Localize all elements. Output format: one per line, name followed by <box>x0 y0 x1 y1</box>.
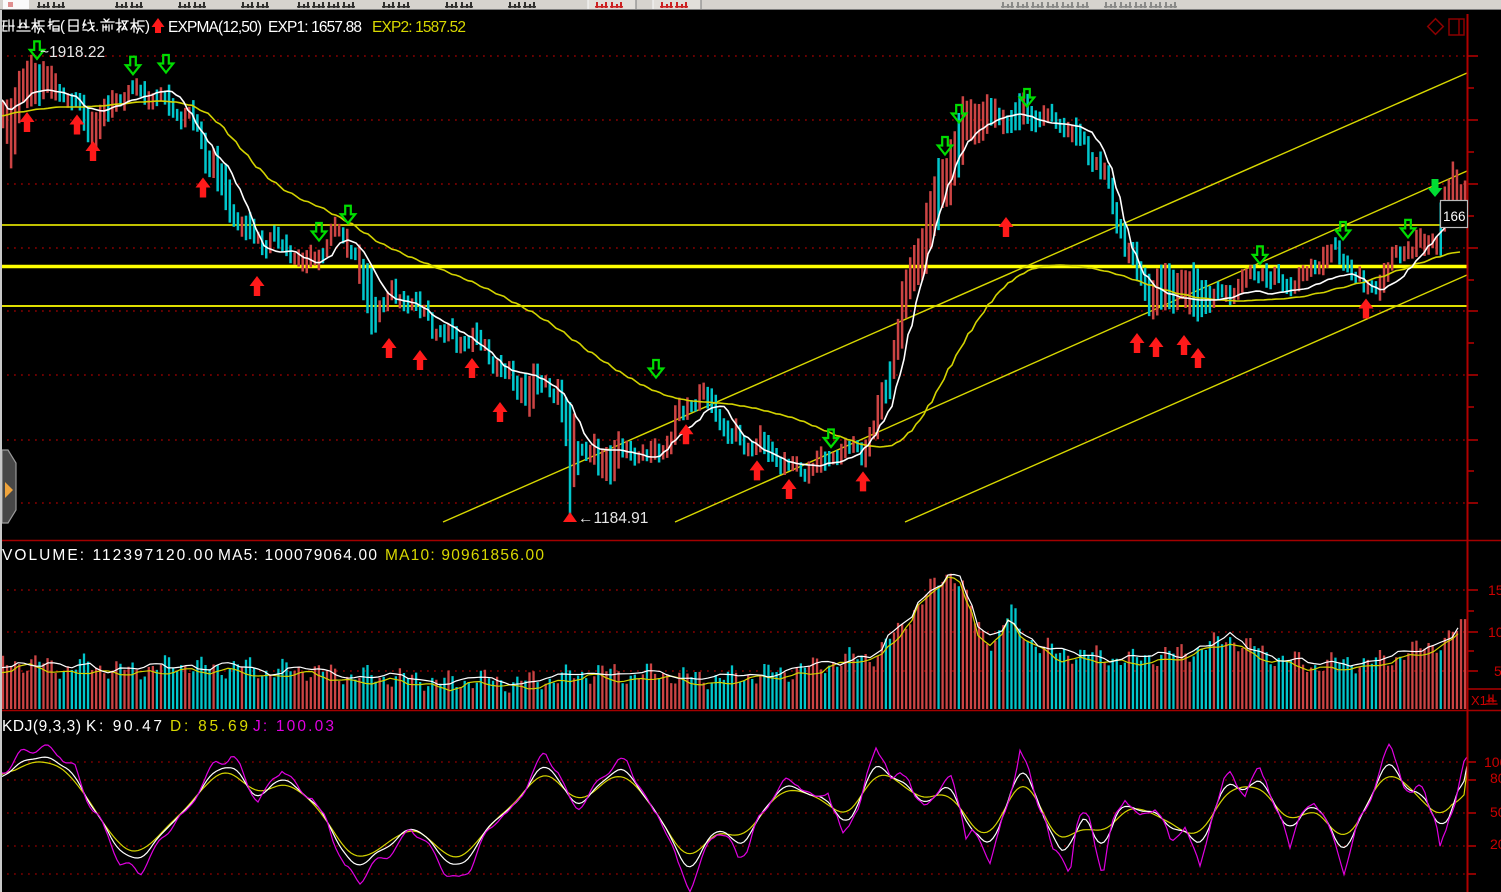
svg-text:KDJ(9,3,3): KDJ(9,3,3) <box>2 718 81 735</box>
svg-text:50: 50 <box>1490 804 1501 820</box>
svg-text:EXPMA(12,50): EXPMA(12,50) <box>168 19 262 36</box>
svg-text:80: 80 <box>1490 770 1501 786</box>
svg-text:J: 100.03: J: 100.03 <box>253 718 334 735</box>
svg-text:VOLUME: 112397120.00: VOLUME: 112397120.00 <box>2 547 213 564</box>
svg-text:EXP1: 1657.88: EXP1: 1657.88 <box>268 19 362 36</box>
svg-text:MA10: 90961856.00: MA10: 90961856.00 <box>385 547 544 564</box>
svg-text:K: 90.47: K: 90.47 <box>86 718 162 735</box>
svg-text:MA5: 100079064.00: MA5: 100079064.00 <box>218 547 377 564</box>
svg-text:100: 100 <box>1484 754 1501 770</box>
svg-text:←1184.91: ←1184.91 <box>578 510 648 527</box>
svg-text:~1918.22: ~1918.22 <box>40 44 105 61</box>
svg-text:(: ( <box>60 18 65 35</box>
svg-text:X1: X1 <box>1471 693 1487 708</box>
svg-text:166: 166 <box>1443 209 1466 224</box>
svg-text:): ) <box>145 18 150 35</box>
svg-text:20: 20 <box>1490 836 1501 852</box>
svg-text:5: 5 <box>1494 663 1501 679</box>
svg-text:15: 15 <box>1488 582 1501 598</box>
svg-text:.: . <box>95 18 99 35</box>
svg-text:EXP2: 1587.52: EXP2: 1587.52 <box>372 19 466 36</box>
svg-text:10: 10 <box>1488 624 1501 640</box>
